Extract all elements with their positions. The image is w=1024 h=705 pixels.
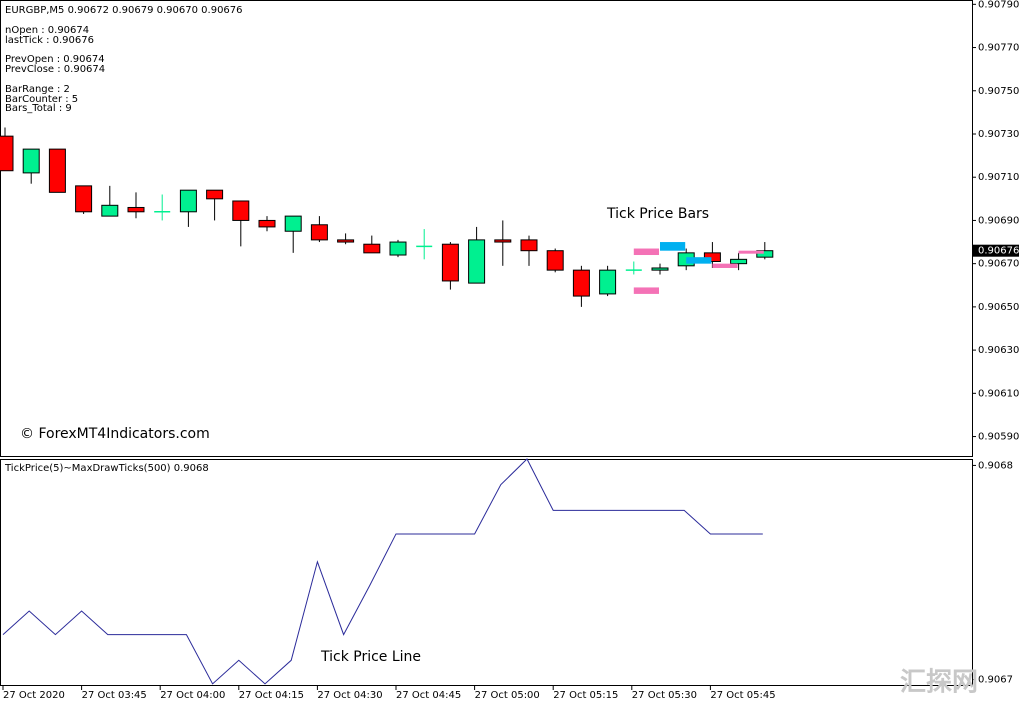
x-tick-label: 27 Oct 05:30 [632, 690, 697, 701]
y-tick-label: 0.90690 [978, 215, 1019, 226]
y-tick-label: 0.90630 [978, 345, 1019, 356]
candle-body [310, 224, 328, 241]
candle-body [468, 239, 486, 284]
symbol-header: EURGBP,M5 0.90672 0.90679 0.90670 0.9067… [5, 5, 243, 16]
candle-body [572, 269, 590, 297]
candle-body [48, 148, 66, 193]
y-tick-label: 0.9067 [978, 675, 1013, 686]
sub-panel-frame [0, 459, 973, 686]
last-price-box [973, 244, 1019, 257]
indicator-label: TickPrice(5)~MaxDrawTicks(500) 0.9068 [4, 463, 209, 474]
candle-body [179, 189, 197, 213]
y-tick-label: 0.9068 [978, 460, 1013, 471]
corner-mark: 汇探网 [900, 668, 978, 698]
y-tick-label: 0.90670 [978, 259, 1019, 270]
candle-body [127, 206, 145, 213]
candle-body [363, 243, 381, 254]
watermark: © ForexMT4Indicators.com [20, 426, 210, 442]
y-tick-label: 0.90610 [978, 388, 1019, 399]
tick-price-line [2, 458, 763, 685]
candle-body [284, 215, 302, 232]
candle-body [101, 204, 119, 217]
x-tick-label: 27 Oct 03:45 [82, 690, 147, 701]
candle-body [232, 200, 250, 221]
y-tick-label: 0.90750 [978, 86, 1019, 97]
candle-body [546, 250, 564, 271]
candle-body [494, 239, 512, 243]
candle-body [258, 219, 276, 228]
candle-body [22, 148, 40, 174]
main-panel-frame [0, 0, 973, 457]
y-tick-label: 0.90790 [978, 0, 1019, 10]
y-tick-label: 0.90710 [978, 172, 1019, 183]
info-line: Bars_Total : 9 [5, 103, 72, 114]
y-tick-label: 0.90650 [978, 302, 1019, 313]
annotation: Tick Price Bars [606, 206, 709, 222]
candle-body [389, 241, 407, 256]
info-line: PrevOpen : 0.90674 [5, 54, 105, 65]
tick-price-bar [660, 242, 686, 251]
tick-price-bar [738, 250, 764, 254]
y-tick-label: 0.90730 [978, 129, 1019, 140]
annotation: Tick Price Line [320, 649, 421, 665]
candle-body [441, 243, 459, 282]
x-tick-label: 27 Oct 05:15 [553, 690, 618, 701]
x-tick-label: 27 Oct 04:15 [239, 690, 304, 701]
x-tick-label: 27 Oct 05:45 [710, 690, 775, 701]
x-tick-label: 27 Oct 04:45 [396, 690, 461, 701]
x-tick-label: 27 Oct 2020 [3, 690, 65, 701]
x-tick-label: 27 Oct 04:00 [160, 690, 225, 701]
x-tick-label: 27 Oct 04:30 [317, 690, 382, 701]
y-tick-label: 0.90770 [978, 43, 1019, 54]
candle-body [206, 189, 224, 200]
candle-body [599, 269, 617, 295]
candle-body [756, 250, 774, 258]
tick-price-bar [712, 263, 738, 268]
info-line: lastTick : 0.90676 [5, 35, 94, 46]
candle-body [337, 239, 355, 243]
tick-price-bar [633, 248, 659, 256]
candle-body [730, 258, 748, 265]
last-price-label: 0.90676 [978, 246, 1019, 257]
candle-body [520, 239, 538, 252]
info-line: PrevClose : 0.90674 [5, 64, 105, 75]
x-tick-label: 27 Oct 05:00 [475, 690, 540, 701]
tick-price-bar [633, 287, 659, 294]
info-line: BarRange : 2 [5, 84, 70, 95]
y-tick-label: 0.90590 [978, 432, 1019, 443]
tick-price-bar [686, 257, 712, 264]
info-line: BarCounter : 5 [5, 94, 78, 105]
info-line: nOpen : 0.90674 [5, 25, 89, 36]
candle-body [0, 135, 14, 172]
candle-body [651, 267, 669, 271]
candle-body [75, 185, 93, 213]
